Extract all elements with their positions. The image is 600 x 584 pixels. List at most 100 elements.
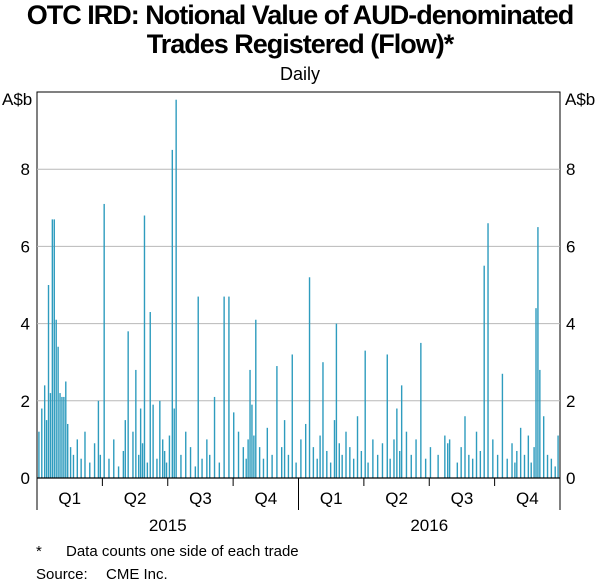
footnote-text: Data counts one side of each trade — [66, 543, 299, 560]
bar — [262, 458, 265, 478]
bar — [415, 439, 417, 478]
bar — [80, 458, 82, 478]
y-axis-unit-right: A$b — [565, 90, 595, 109]
bar — [93, 443, 96, 478]
bar — [59, 393, 61, 478]
bar — [38, 431, 40, 478]
bar — [251, 404, 253, 478]
bar — [393, 439, 395, 478]
bar — [464, 416, 466, 478]
bar — [149, 312, 151, 478]
bar — [127, 331, 129, 478]
bar — [67, 423, 69, 478]
x-tick-label-quarter: Q2 — [124, 489, 147, 508]
bar — [322, 362, 324, 478]
bar — [103, 203, 105, 478]
bar — [471, 458, 474, 478]
bar — [511, 443, 513, 478]
bar — [159, 400, 161, 478]
bar — [97, 400, 100, 478]
bar — [329, 462, 332, 478]
bar — [523, 454, 526, 478]
bar — [281, 447, 283, 478]
bar — [550, 458, 553, 478]
bar — [206, 439, 208, 478]
bar — [143, 215, 146, 478]
bar — [535, 308, 537, 478]
bar — [146, 462, 149, 478]
bar — [546, 454, 549, 478]
bar — [372, 439, 374, 478]
bar — [189, 447, 192, 478]
bar — [117, 466, 120, 478]
bar — [47, 285, 50, 478]
bar — [420, 342, 422, 478]
bar — [349, 447, 351, 478]
bar — [247, 439, 249, 478]
footnote-marker: * — [36, 543, 42, 560]
chart-subtitle: Daily — [279, 64, 320, 84]
bar — [456, 462, 459, 478]
bar — [410, 454, 412, 478]
bar — [218, 462, 221, 478]
bar — [124, 420, 126, 478]
bar — [209, 454, 211, 478]
bar — [492, 439, 494, 478]
bar — [245, 458, 247, 478]
bar — [65, 381, 67, 478]
bar — [61, 396, 63, 478]
y-tick-label-right: 0 — [566, 469, 575, 488]
bar — [194, 466, 197, 478]
bar — [253, 435, 255, 478]
bar — [287, 454, 290, 478]
bar — [197, 296, 199, 478]
bar — [539, 369, 541, 478]
source-text: CME Inc. — [106, 566, 168, 583]
x-tick-label-quarter: Q1 — [58, 489, 81, 508]
bar — [258, 447, 261, 478]
bar — [448, 439, 451, 478]
bar — [283, 420, 286, 478]
x-tick-label-quarter: Q4 — [516, 489, 539, 508]
bar — [335, 323, 338, 478]
bar — [180, 454, 182, 478]
bar — [326, 450, 328, 478]
bar — [447, 443, 449, 478]
bar — [533, 447, 535, 478]
bar — [84, 431, 86, 478]
bar — [173, 408, 175, 478]
bar — [99, 454, 102, 478]
bar — [345, 431, 347, 478]
bar — [152, 404, 154, 478]
bar — [201, 458, 203, 478]
bar — [554, 466, 556, 478]
bar — [163, 450, 166, 478]
bar — [367, 462, 369, 478]
bar — [135, 369, 137, 478]
bar — [424, 458, 427, 478]
bar — [386, 354, 388, 478]
bar — [213, 396, 216, 478]
bar — [300, 439, 302, 478]
gridlines — [37, 168, 560, 402]
bar — [389, 458, 391, 478]
bar — [122, 450, 125, 478]
bar — [228, 296, 230, 478]
bar — [316, 458, 318, 478]
y-tick-label-right: 6 — [566, 237, 575, 256]
bar — [276, 366, 278, 478]
plot-frame — [36, 91, 561, 479]
x-tick-label-year: 2015 — [149, 516, 187, 535]
bar — [57, 346, 59, 478]
bar — [341, 454, 343, 478]
bar — [312, 447, 315, 478]
bar — [475, 431, 478, 478]
x-tick-label-quarter: Q3 — [189, 489, 212, 508]
y-tick-label-right: 4 — [566, 315, 575, 334]
bar — [69, 447, 72, 478]
bar — [89, 462, 91, 478]
chart-title-line-1: OTC IRD: Notional Value of AUD-denominat… — [26, 0, 575, 30]
bar — [506, 458, 508, 478]
bar — [530, 462, 532, 478]
bar — [108, 458, 110, 478]
